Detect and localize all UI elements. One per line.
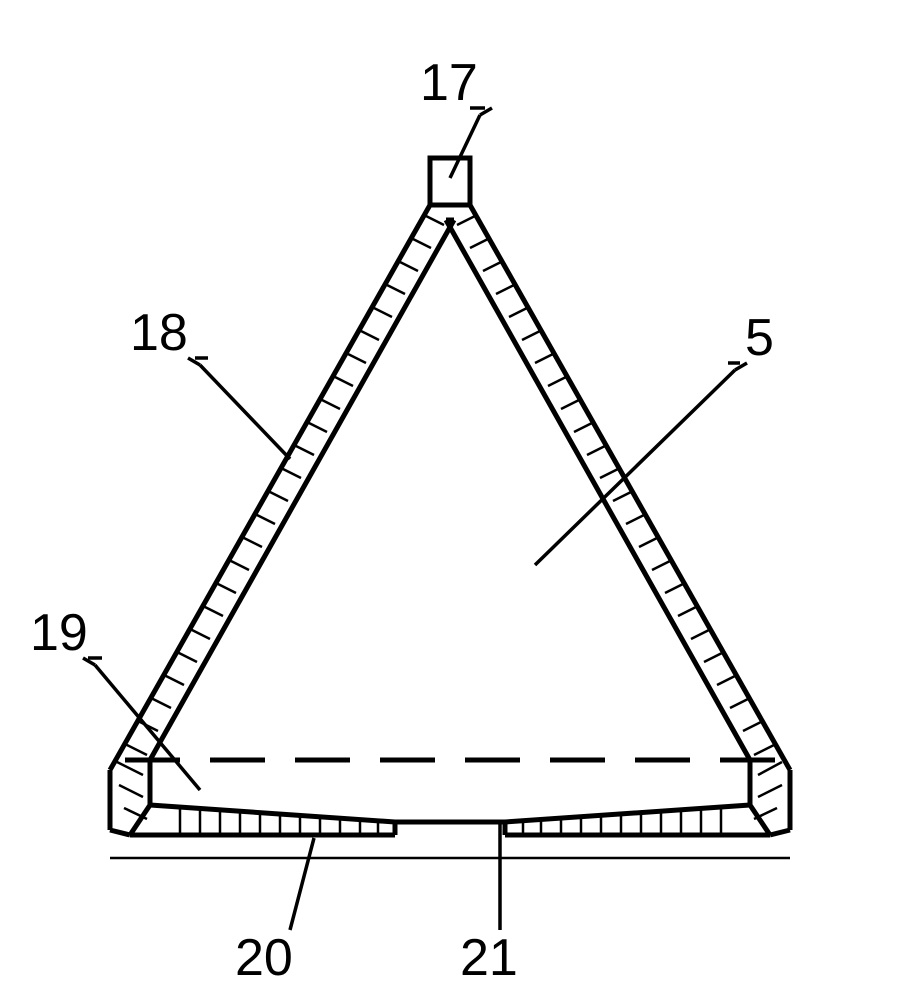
label-17: 17 (420, 54, 478, 112)
technical-diagram: 17 18 19 20 21 5 (0, 0, 899, 991)
label-20: 20 (235, 929, 293, 987)
apex-rect (430, 158, 470, 205)
label-18: 18 (130, 304, 188, 362)
diagram-outline (110, 158, 790, 858)
label-5: 5 (745, 309, 774, 367)
labels: 17 18 19 20 21 5 (30, 54, 774, 987)
label-21: 21 (460, 929, 518, 987)
label-19: 19 (30, 604, 88, 662)
